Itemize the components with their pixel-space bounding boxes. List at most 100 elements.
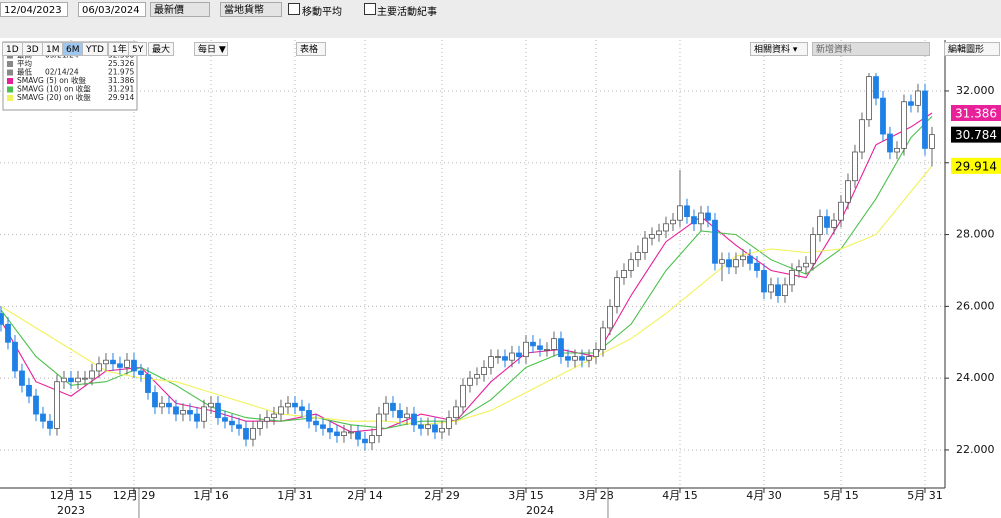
candle-body bbox=[222, 417, 228, 422]
candle-body bbox=[796, 266, 802, 271]
price-tag-label: 29.914 bbox=[955, 159, 997, 173]
toolbar-bottom: 每日 ▼ 表格 相關資料 ▾ 新增資料 編輯圖形 1D 3D 1M 6M YTD 1年 5Y… bbox=[0, 20, 1001, 56]
candle-body bbox=[208, 402, 214, 408]
candle-body bbox=[82, 377, 88, 380]
candle-body bbox=[817, 216, 823, 235]
candle-body bbox=[75, 377, 81, 383]
legend-label: 平均 bbox=[17, 58, 32, 68]
candle-body bbox=[327, 428, 333, 433]
candle-body bbox=[0, 313, 4, 325]
candle-body bbox=[719, 259, 725, 264]
add-data[interactable]: 新增資料 bbox=[812, 42, 930, 56]
candle-body bbox=[187, 410, 193, 415]
edit-button[interactable]: 編輯圖形 bbox=[944, 42, 1000, 56]
candle-body bbox=[810, 234, 816, 264]
period-button[interactable]: 5Y bbox=[128, 42, 148, 56]
price-field[interactable]: 最新價 bbox=[150, 2, 210, 17]
candle-body bbox=[446, 417, 452, 429]
price-tag-label: 30.784 bbox=[955, 128, 997, 142]
candle-body bbox=[40, 413, 46, 422]
candle-body bbox=[481, 366, 487, 375]
x-tick-label: 5月 31 bbox=[907, 489, 943, 502]
x-tick-label: 1月 16 bbox=[193, 489, 229, 502]
candle-body bbox=[782, 284, 788, 296]
candle-body bbox=[852, 151, 858, 182]
candle-body bbox=[453, 406, 459, 419]
currency[interactable]: 當地貨幣 bbox=[220, 2, 282, 17]
candle-body bbox=[915, 90, 921, 106]
legend-marker bbox=[7, 95, 13, 101]
candle-body bbox=[488, 356, 494, 368]
candle-body bbox=[901, 101, 907, 149]
candle-body bbox=[495, 356, 501, 359]
price-tag bbox=[951, 126, 1001, 143]
candle-body bbox=[824, 216, 830, 228]
candle-body bbox=[474, 374, 480, 379]
events-checkbox[interactable] bbox=[364, 3, 376, 15]
candle-body bbox=[215, 402, 221, 419]
candle-body bbox=[908, 101, 914, 106]
table-button[interactable]: 表格 bbox=[296, 42, 326, 56]
candle-body bbox=[166, 402, 172, 408]
period-button[interactable]: YTD bbox=[82, 42, 108, 56]
x-tick-label: 3月 15 bbox=[508, 489, 544, 502]
candle-body bbox=[313, 420, 319, 426]
candle-body bbox=[117, 363, 123, 368]
candle-body bbox=[173, 406, 179, 415]
candle-body bbox=[257, 420, 263, 429]
candle-body bbox=[579, 356, 585, 361]
legend-value: 25.326 bbox=[108, 59, 134, 68]
candle-body bbox=[439, 428, 445, 433]
candle-body bbox=[110, 359, 116, 365]
candle-body bbox=[509, 352, 515, 361]
candle-body bbox=[404, 413, 410, 419]
candle-body bbox=[362, 438, 368, 444]
y-tick-label: 22.000 bbox=[956, 443, 995, 456]
candle-body bbox=[460, 384, 466, 408]
legend-label: SMAVG (5) on 收盤 bbox=[17, 75, 86, 85]
candle-body bbox=[880, 97, 886, 135]
x-tick-label: 3月 28 bbox=[578, 489, 614, 502]
period-button[interactable]: 1D bbox=[2, 42, 23, 56]
candle-body bbox=[243, 428, 249, 440]
x-tick-label: 2月 14 bbox=[347, 489, 383, 502]
candle-body bbox=[180, 410, 186, 415]
legend-value: 29.914 bbox=[108, 93, 134, 102]
candle-body bbox=[236, 424, 242, 429]
legend-date: 02/14/24 bbox=[45, 68, 79, 77]
candle-body bbox=[229, 420, 235, 426]
candle-body bbox=[425, 424, 431, 429]
x-tick-label: 4月 15 bbox=[662, 489, 698, 502]
related-button[interactable]: 相關資料 ▾ bbox=[750, 42, 808, 56]
candle-body bbox=[299, 406, 305, 411]
candle-body bbox=[369, 435, 375, 444]
candle-body bbox=[138, 370, 144, 375]
candle-body bbox=[19, 370, 25, 386]
period-button[interactable]: 最大 bbox=[148, 42, 175, 56]
end-date[interactable]: 06/03/2024 bbox=[78, 2, 146, 17]
ma-checkbox[interactable] bbox=[288, 3, 300, 15]
candle-body bbox=[250, 428, 256, 440]
candle-body bbox=[845, 180, 851, 203]
candle-body bbox=[558, 338, 564, 358]
start-date[interactable]: 12/04/2023 bbox=[0, 2, 68, 17]
candle-body bbox=[5, 323, 11, 343]
period-button[interactable]: 3D bbox=[22, 42, 43, 56]
period-button[interactable]: 6M bbox=[62, 42, 84, 56]
candle-body bbox=[565, 356, 571, 361]
x-tick-label: 12月 15 bbox=[50, 489, 93, 502]
candle-body bbox=[54, 381, 60, 429]
candle-body bbox=[670, 219, 676, 225]
x-tick-label: 2月 29 bbox=[424, 489, 460, 502]
y-tick-label: 32.000 bbox=[956, 84, 995, 97]
candle-body bbox=[47, 420, 53, 429]
candle-body bbox=[278, 406, 284, 415]
frequency[interactable]: 每日 ▼ bbox=[194, 42, 228, 56]
candle-body bbox=[586, 356, 592, 361]
period-button[interactable]: 1M bbox=[42, 42, 64, 56]
candle-body bbox=[621, 270, 627, 279]
legend-marker bbox=[7, 61, 13, 67]
candle-body bbox=[530, 341, 536, 347]
